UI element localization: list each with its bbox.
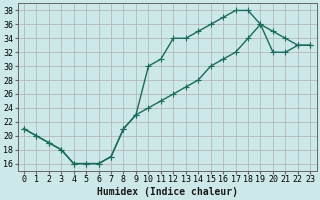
X-axis label: Humidex (Indice chaleur): Humidex (Indice chaleur) (97, 186, 237, 197)
